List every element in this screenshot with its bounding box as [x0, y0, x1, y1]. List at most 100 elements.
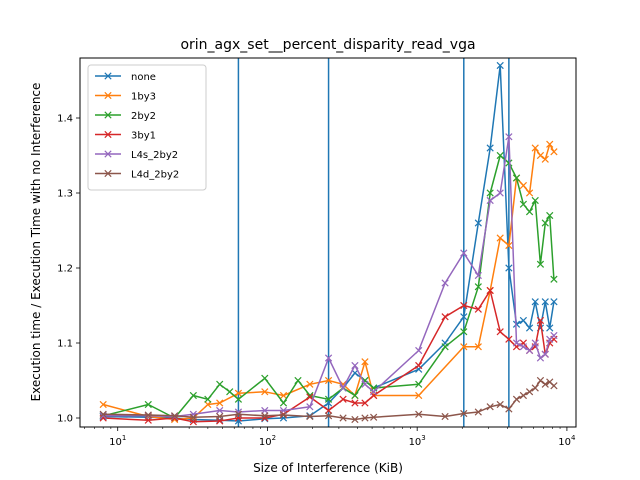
data-point-L4s_2by2-8	[306, 403, 314, 411]
data-point-L4s_2by2-4	[216, 406, 224, 415]
data-point-L4d_2by2-23	[525, 388, 534, 396]
chart-title: orin_agx_set__percent_disparity_read_vga	[180, 37, 475, 53]
data-point-1by3-4	[204, 400, 212, 409]
data-point-L4d_2by2-11	[351, 415, 359, 424]
data-point-L4d_2by2-28	[550, 382, 558, 390]
data-point-L4d_2by2-17	[474, 408, 482, 416]
data-point-L4d_2by2-25	[536, 376, 545, 385]
legend-marker-3by1	[104, 130, 112, 139]
data-point-L4d_2by2-13	[370, 413, 378, 421]
legend-item-L4s_2by2: L4s_2by2	[95, 150, 178, 161]
data-point-2by2-5	[216, 380, 224, 388]
legend-label-3by1: 3by1	[131, 131, 156, 142]
data-point-none-22	[519, 316, 528, 325]
series-2by2	[99, 151, 558, 422]
data-point-L4d_2by2-18	[486, 403, 494, 411]
data-point-L4d_2by2-8	[306, 412, 314, 421]
data-point-2by2-28	[536, 260, 545, 268]
x-axis-label: Size of Interference (KiB)	[253, 461, 403, 475]
data-point-L4s_2by2-19	[496, 189, 504, 197]
data-point-L4d_2by2-6	[261, 412, 269, 420]
data-point-2by2-20	[474, 283, 482, 291]
data-point-2by2-26	[525, 208, 534, 216]
data-point-2by2-19	[460, 328, 468, 336]
data-point-3by1-18	[486, 286, 494, 295]
data-point-L4s_2by2-12	[361, 380, 369, 388]
data-point-L4d_2by2-1	[144, 411, 152, 419]
data-point-L4d_2by2-15	[441, 412, 449, 421]
data-point-L4d_2by2-10	[339, 414, 347, 422]
data-point-none-19	[496, 61, 504, 70]
legend-item-2by2: 2by2	[95, 111, 156, 122]
data-point-3by1-11	[351, 399, 359, 407]
data-point-L4s_2by2-10	[339, 384, 347, 392]
data-point-L4d_2by2-16	[460, 409, 468, 418]
data-point-L4s_2by2-14	[415, 346, 423, 355]
data-point-3by1-10	[339, 395, 347, 403]
data-point-L4d_2by2-7	[279, 411, 288, 419]
data-point-L4d_2by2-3	[189, 413, 197, 421]
legend-label-L4s_2by2: L4s_2by2	[131, 150, 178, 161]
data-point-3by1-15	[441, 313, 449, 321]
legend-marker-1by3	[104, 91, 112, 100]
y-tick-label-1: 1.0	[57, 414, 73, 425]
data-point-none-16	[460, 313, 468, 321]
data-point-1by3-7	[261, 388, 269, 396]
data-point-2by2-30	[546, 211, 554, 220]
data-point-L4s_2by2-15	[441, 279, 449, 287]
data-point-L4s_2by2-20	[505, 133, 513, 141]
data-point-1by3-6	[234, 389, 243, 397]
data-point-L4d_2by2-20	[505, 405, 513, 413]
legend: none 1by3 2by2 3by1 L4s_2by2 L4d_2by2	[87, 64, 207, 191]
legend-marker-L4d_2by2	[104, 169, 112, 178]
data-layer	[99, 58, 558, 427]
data-point-L4d_2by2-2	[171, 412, 179, 420]
data-point-1by3-23	[525, 189, 534, 197]
data-point-none-20	[505, 264, 513, 272]
data-point-L4d_2by2-24	[531, 384, 539, 392]
data-point-2by2-27	[531, 196, 539, 205]
data-point-1by3-27	[546, 140, 554, 148]
data-point-L4s_2by2-11	[351, 361, 359, 370]
data-point-L4s_2by2-21	[512, 339, 521, 347]
data-point-2by2-18	[441, 343, 449, 351]
data-point-1by3-9	[306, 380, 314, 388]
legend-marker-L4s_2by2	[104, 150, 112, 158]
legend-label-none: none	[131, 72, 156, 83]
data-point-2by2-4	[204, 395, 212, 403]
data-point-L4s_2by2-26	[541, 350, 549, 358]
data-point-2by2-1	[144, 400, 152, 409]
data-point-2by2-14	[351, 391, 359, 400]
data-point-3by1-17	[474, 305, 482, 313]
data-point-1by3-15	[415, 391, 423, 400]
data-point-none-24	[531, 298, 539, 306]
data-point-L4d_2by2-19	[496, 400, 504, 409]
legend-item-none: none	[95, 72, 156, 83]
data-point-1by3-17	[474, 343, 482, 351]
data-point-none-23	[525, 324, 534, 332]
data-point-L4d_2by2-12	[361, 414, 369, 422]
data-point-1by3-13	[361, 358, 369, 366]
legend-item-L4d_2by2: L4d_2by2	[95, 170, 179, 181]
y-tick-label-1.3: 1.3	[57, 189, 73, 200]
data-point-none-18	[486, 144, 494, 152]
legend-item-3by1: 3by1	[95, 131, 156, 142]
legend-marker-none	[104, 72, 112, 80]
data-point-2by2-22	[496, 151, 504, 160]
data-point-2by2-24	[512, 174, 521, 182]
data-point-3by1-25	[536, 316, 545, 325]
data-point-1by3-22	[519, 181, 528, 190]
axes-frame	[79, 57, 577, 428]
y-tick-label-1.2: 1.2	[57, 264, 73, 275]
legend-item-1by3: 1by3	[95, 92, 156, 103]
data-point-L4d_2by2-22	[519, 391, 528, 400]
y-axis-label: Execution time / Execution Time with no …	[29, 83, 43, 402]
data-point-1by3-8	[279, 391, 288, 400]
data-point-2by2-9	[279, 399, 288, 407]
data-point-L4d_2by2-21	[512, 395, 521, 403]
data-point-2by2-17	[415, 380, 423, 388]
legend-label-1by3: 1by3	[131, 92, 156, 103]
data-point-L4s_2by2-22	[519, 343, 528, 351]
